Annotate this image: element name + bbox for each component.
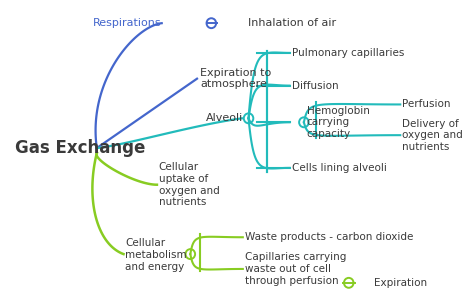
Text: Respirations: Respirations xyxy=(93,18,162,28)
Text: Pulmonary capillaries: Pulmonary capillaries xyxy=(292,48,405,58)
Text: Inhalation of air: Inhalation of air xyxy=(247,18,336,28)
Text: Perfusion: Perfusion xyxy=(402,99,451,109)
Text: Gas Exchange: Gas Exchange xyxy=(15,139,145,157)
Text: Cellular
metabolism
and energy: Cellular metabolism and energy xyxy=(126,238,187,272)
Text: Capillaries carrying
waste out of cell
through perfusion: Capillaries carrying waste out of cell t… xyxy=(245,252,346,286)
Text: Expiration: Expiration xyxy=(374,278,427,288)
Text: Hemoglobin
carrying
capacity: Hemoglobin carrying capacity xyxy=(307,106,370,139)
Text: Expiration to
atmosphere: Expiration to atmosphere xyxy=(200,68,271,90)
Text: Diffusion: Diffusion xyxy=(292,81,339,91)
Text: Delivery of
oxygen and
nutrients: Delivery of oxygen and nutrients xyxy=(402,119,463,152)
Text: Alveoli: Alveoli xyxy=(206,113,243,123)
Text: Cellular
uptake of
oxygen and
nutrients: Cellular uptake of oxygen and nutrients xyxy=(159,162,219,207)
Text: Cells lining alveoli: Cells lining alveoli xyxy=(292,163,387,173)
Text: Waste products - carbon dioxide: Waste products - carbon dioxide xyxy=(245,232,413,242)
